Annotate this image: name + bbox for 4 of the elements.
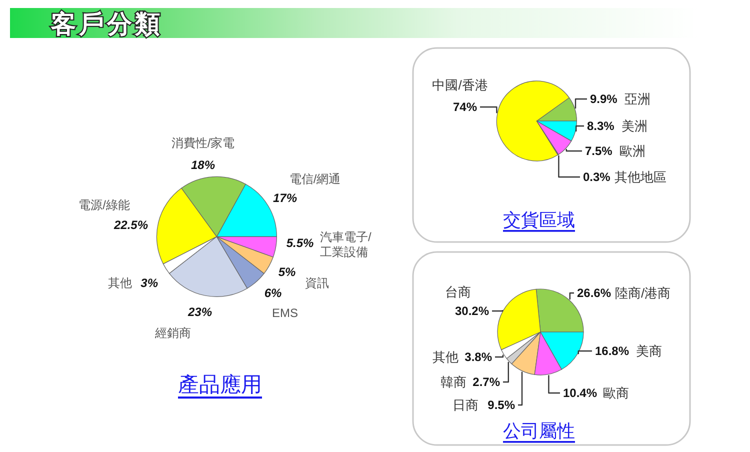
title: 客戶分類 xyxy=(51,10,163,38)
title: 產品應用 xyxy=(178,374,262,396)
title: 公司屬性 xyxy=(503,421,575,441)
title: 交貨區域 xyxy=(503,210,575,230)
